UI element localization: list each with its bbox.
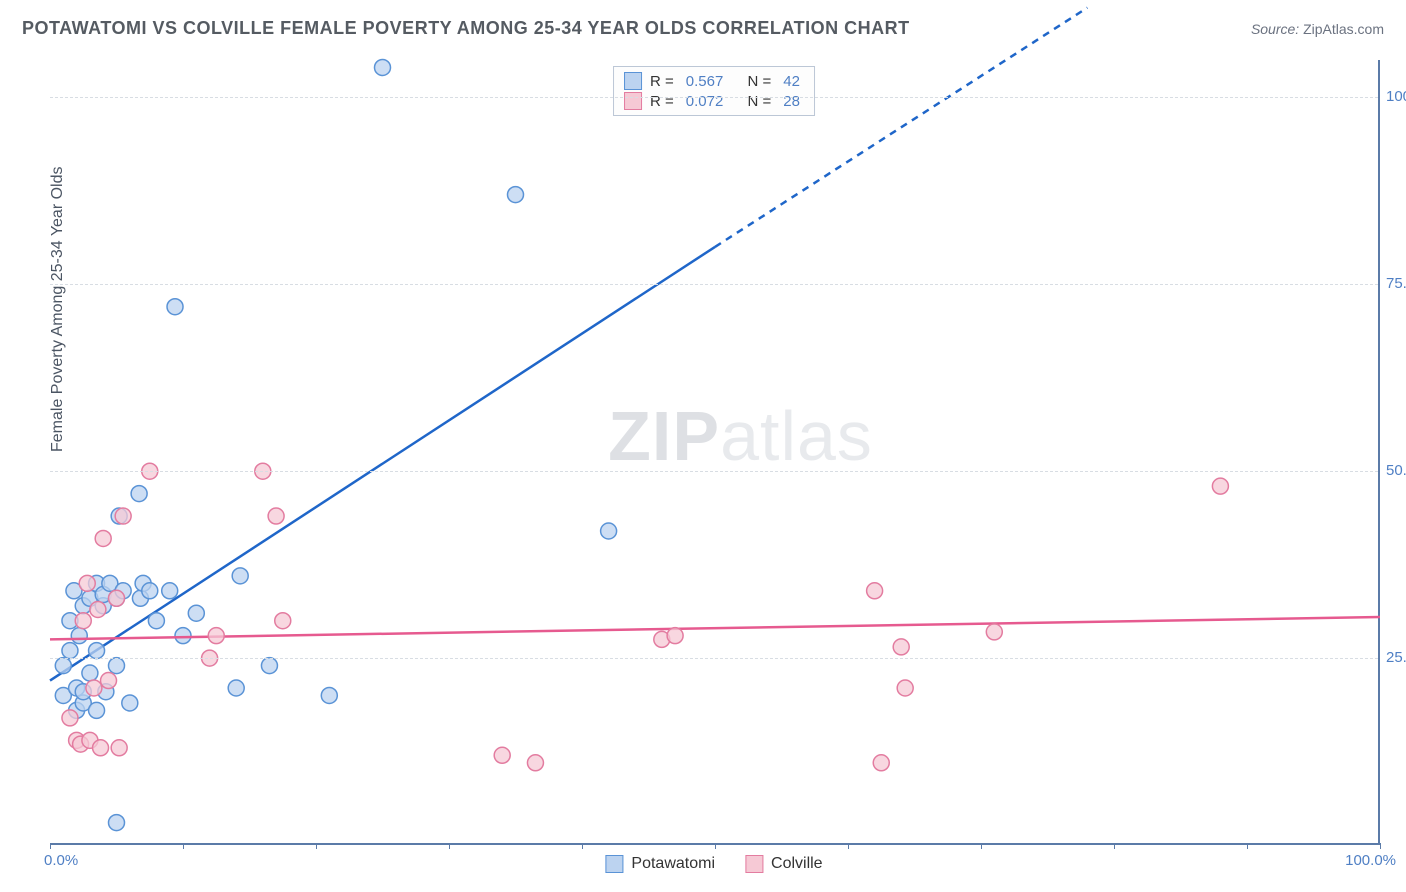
gridline — [50, 471, 1378, 472]
legend-label-1: Colville — [771, 855, 823, 873]
y-tick-label: 75.0% — [1386, 275, 1406, 292]
gridline — [50, 97, 1378, 98]
x-tick-label-right: 100.0% — [1345, 852, 1396, 869]
legend-item-potawatomi: Potawatomi — [605, 855, 715, 873]
x-tick-mark — [848, 843, 849, 849]
x-tick-mark — [50, 843, 51, 849]
x-tick-mark — [1114, 843, 1115, 849]
x-tick-mark — [183, 843, 184, 849]
source-name: ZipAtlas.com — [1303, 21, 1384, 37]
x-tick-mark — [582, 843, 583, 849]
gridline — [50, 658, 1378, 659]
x-tick-mark — [1380, 843, 1381, 849]
x-tick-mark — [449, 843, 450, 849]
chart-title: POTAWATOMI VS COLVILLE FEMALE POVERTY AM… — [22, 18, 910, 39]
x-tick-mark — [981, 843, 982, 849]
gridline — [50, 284, 1378, 285]
y-tick-label: 100.0% — [1386, 88, 1406, 105]
y-tick-label: 50.0% — [1386, 462, 1406, 479]
swatch-colville-bottom — [745, 855, 763, 873]
scatter-plot — [50, 60, 1378, 843]
x-tick-mark — [316, 843, 317, 849]
x-tick-label-left: 0.0% — [44, 852, 78, 869]
legend-item-colville: Colville — [745, 855, 823, 873]
chart-area: Female Poverty Among 25-34 Year Olds ZIP… — [50, 60, 1380, 845]
x-tick-mark — [1247, 843, 1248, 849]
legend-label-0: Potawatomi — [631, 855, 715, 873]
chart-header: POTAWATOMI VS COLVILLE FEMALE POVERTY AM… — [22, 18, 1384, 39]
source-prefix: Source: — [1251, 21, 1303, 37]
y-tick-label: 25.0% — [1386, 649, 1406, 666]
x-tick-mark — [715, 843, 716, 849]
swatch-potawatomi-bottom — [605, 855, 623, 873]
chart-source: Source: ZipAtlas.com — [1251, 21, 1384, 37]
series-legend: Potawatomi Colville — [605, 855, 822, 873]
